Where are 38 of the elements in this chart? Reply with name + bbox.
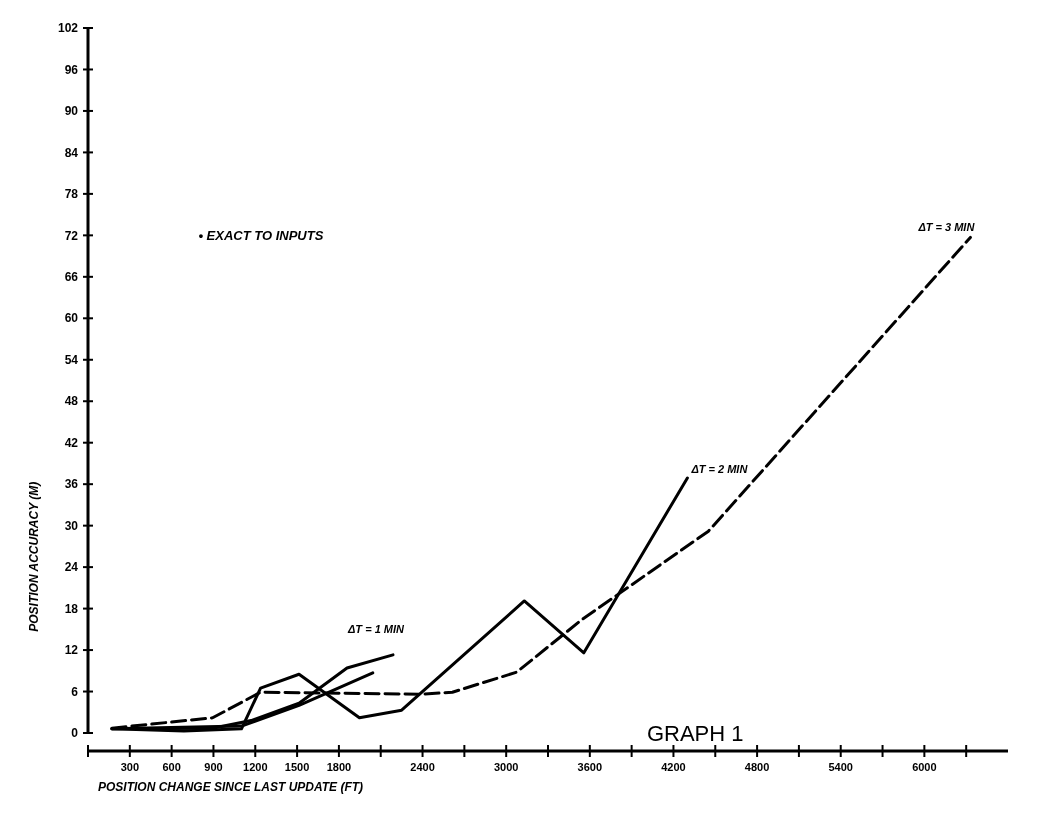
x-tick-label: 4200 bbox=[661, 761, 686, 773]
y-tick-label: 66 bbox=[64, 270, 79, 285]
annotation: ΔT = 2 MIN bbox=[690, 463, 749, 476]
x-tick-label: 3000 bbox=[493, 761, 519, 773]
x-tick-label: 600 bbox=[162, 761, 181, 773]
y-tick-label: 48 bbox=[64, 394, 79, 409]
y-tick-label: 54 bbox=[64, 352, 79, 367]
y-tick-label: 36 bbox=[64, 477, 79, 492]
x-tick-label: 1200 bbox=[243, 761, 268, 773]
x-tick-label: 2400 bbox=[410, 761, 435, 773]
y-tick-label: 24 bbox=[64, 560, 79, 575]
y-tick-label: 18 bbox=[64, 601, 79, 616]
y-tick-label: 12 bbox=[64, 643, 79, 658]
x-tick-label: 5400 bbox=[828, 761, 853, 773]
annotation: • EXACT TO INPUTS bbox=[198, 227, 324, 243]
annotation: ΔT = 3 MIN bbox=[917, 221, 976, 234]
y-tick-label: 96 bbox=[64, 62, 79, 77]
y-tick-label: 0 bbox=[71, 726, 79, 741]
y-tick-label: 78 bbox=[64, 187, 79, 202]
y-tick-label: 90 bbox=[64, 104, 79, 119]
x-tick-label: 900 bbox=[204, 761, 223, 773]
y-tick-label: 102 bbox=[57, 21, 79, 36]
y-axis-title: POSITION ACCURACY (M) bbox=[27, 481, 41, 632]
x-tick-label: 1500 bbox=[284, 761, 310, 773]
y-tick-label: 42 bbox=[64, 435, 79, 450]
x-tick-label: 300 bbox=[120, 761, 139, 773]
y-tick-label: 60 bbox=[64, 311, 79, 326]
y-tick-label: 72 bbox=[64, 228, 79, 243]
x-tick-label: 6000 bbox=[912, 761, 937, 773]
annotation: ΔT = 1 MIN bbox=[346, 622, 406, 635]
text: GRAPH 1 bbox=[646, 721, 744, 746]
x-axis-title: POSITION CHANGE SINCE LAST UPDATE (FT) bbox=[98, 780, 364, 794]
y-tick-label: 6 bbox=[71, 684, 79, 699]
x-tick-label: 1800 bbox=[326, 761, 352, 773]
y-tick-label: 30 bbox=[64, 518, 79, 533]
x-tick-label: 3600 bbox=[577, 761, 603, 773]
x-tick-label: 4800 bbox=[744, 761, 770, 773]
y-tick-label: 84 bbox=[64, 145, 79, 160]
